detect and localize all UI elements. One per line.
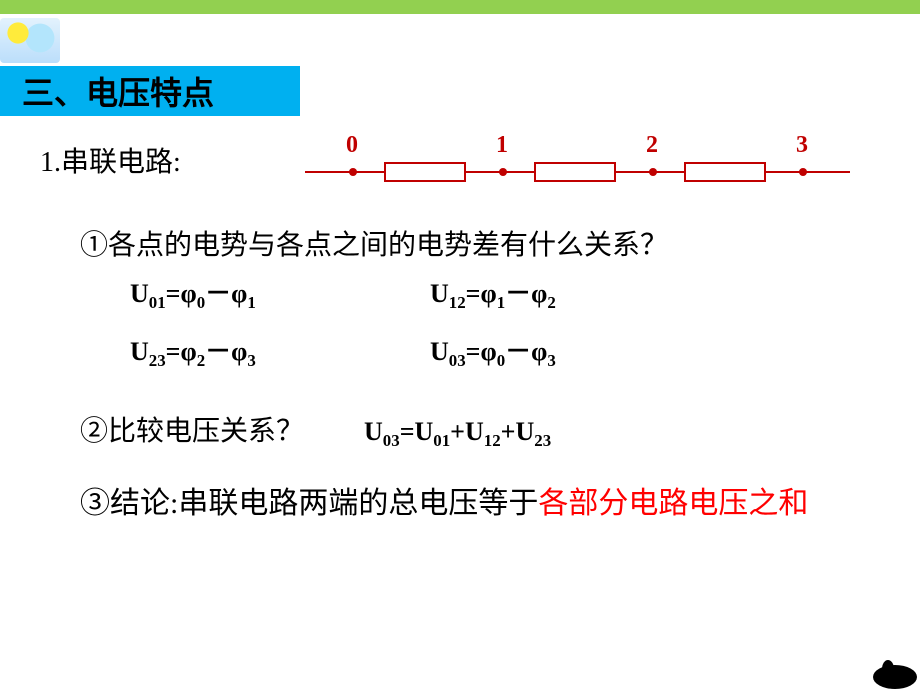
corner-decoration-icon bbox=[840, 635, 920, 690]
section-title-band: 三、电压特点 bbox=[0, 66, 300, 116]
sub-heading: 1.串联电路: bbox=[40, 140, 181, 180]
circuit-node-label: 2 bbox=[646, 132, 658, 159]
circuit-svg bbox=[305, 160, 865, 190]
top-accent-bar bbox=[0, 0, 920, 14]
formula-u23: U23=φ2－φ3 bbox=[130, 331, 430, 371]
formula-u03: U03=φ0－φ3 bbox=[430, 331, 730, 371]
circuit-node-label: 0 bbox=[346, 132, 358, 159]
formula-u12: U12=φ1－φ2 bbox=[430, 273, 730, 313]
conclusion-highlight: 各部分电路电压之和 bbox=[538, 487, 808, 520]
conclusion-prefix: ③结论:串联电路两端的总电压等于 bbox=[80, 487, 538, 520]
circuit-node-label: 1 bbox=[496, 132, 508, 159]
circuit-node-label: 3 bbox=[796, 132, 808, 159]
question-2-row: ②比较电压关系？ U03=U01+U12+U23 bbox=[40, 409, 880, 451]
question-2-formula: U03=U01+U12+U23 bbox=[364, 417, 551, 451]
section-title: 三、电压特点 bbox=[22, 68, 214, 114]
formula-u01: U01=φ0－φ1 bbox=[130, 273, 430, 313]
question-1: ①各点的电势与各点之间的电势差有什么关系？ bbox=[40, 224, 880, 269]
conclusion: ③结论:串联电路两端的总电压等于各部分电路电压之和 bbox=[40, 481, 880, 528]
lightbulb-icon bbox=[0, 18, 60, 63]
question-2-label: ②比较电压关系？ bbox=[80, 409, 304, 449]
series-circuit-diagram: 0 1 2 3 bbox=[305, 132, 865, 182]
formula-grid: U01=φ0－φ1 U12=φ1－φ2 U23=φ2－φ3 U03=φ0－φ3 bbox=[40, 273, 880, 371]
